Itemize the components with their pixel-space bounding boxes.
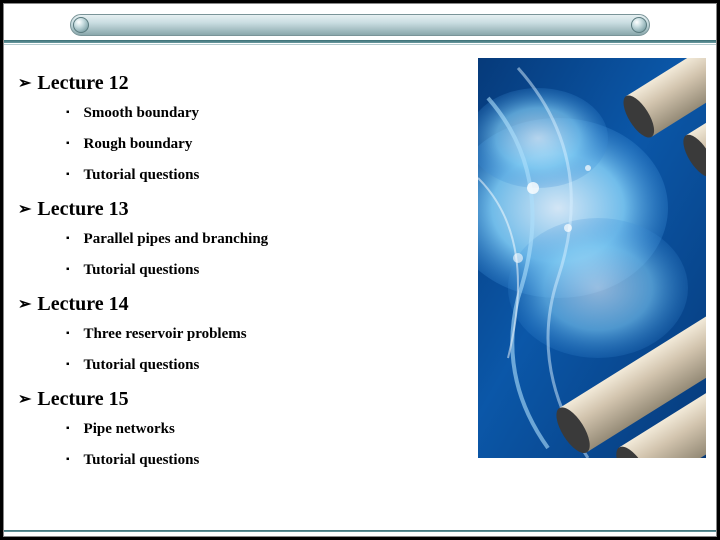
list-item: ▪ Tutorial questions	[66, 357, 702, 374]
slide-frame: ➢ Lecture 12 ▪ Smooth boundary ▪ Rough boun…	[3, 3, 717, 537]
list-item: ▪ Tutorial questions	[66, 452, 702, 469]
item-text: Tutorial questions	[84, 262, 200, 278]
header-capsule	[70, 14, 650, 36]
square-bullet-icon: ▪	[66, 233, 70, 244]
lecture-items: ▪ Three reservoir problems ▪ Tutorial ques…	[66, 326, 702, 374]
square-bullet-icon: ▪	[66, 359, 70, 370]
item-text: Three reservoir problems	[84, 326, 247, 342]
content-area: ➢ Lecture 12 ▪ Smooth boundary ▪ Rough boun…	[18, 66, 702, 526]
chevron-right-icon: ➢	[18, 294, 31, 314]
footer-rule	[4, 530, 716, 532]
square-bullet-icon: ▪	[66, 169, 70, 180]
chevron-right-icon: ➢	[18, 389, 31, 409]
slide-header	[4, 4, 716, 54]
square-bullet-icon: ▪	[66, 138, 70, 149]
lecture-title: Lecture 12	[37, 72, 128, 94]
list-item: ▪ Pipe networks	[66, 421, 702, 438]
item-text: Rough boundary	[84, 136, 193, 152]
list-item: ▪ Tutorial questions	[66, 167, 702, 184]
lecture-heading: ➢ Lecture 13	[18, 198, 702, 221]
list-item: ▪ Parallel pipes and branching	[66, 231, 702, 248]
lecture-title: Lecture 14	[37, 293, 128, 315]
lecture-heading: ➢ Lecture 15	[18, 388, 702, 411]
header-rule	[4, 40, 716, 43]
item-text: Tutorial questions	[84, 452, 200, 468]
list-item: ▪ Rough boundary	[66, 136, 702, 153]
capsule-dot-right	[631, 17, 647, 33]
item-text: Tutorial questions	[84, 167, 200, 183]
item-text: Tutorial questions	[84, 357, 200, 373]
square-bullet-icon: ▪	[66, 107, 70, 118]
item-text: Pipe networks	[84, 421, 175, 437]
capsule-dot-left	[73, 17, 89, 33]
chevron-right-icon: ➢	[18, 73, 31, 93]
chevron-right-icon: ➢	[18, 199, 31, 219]
lecture-heading: ➢ Lecture 12	[18, 72, 702, 95]
lecture-items: ▪ Smooth boundary ▪ Rough boundary ▪ Tutori…	[66, 105, 702, 184]
lecture-title: Lecture 15	[37, 388, 128, 410]
item-text: Parallel pipes and branching	[84, 231, 269, 247]
square-bullet-icon: ▪	[66, 423, 70, 434]
list-item: ▪ Tutorial questions	[66, 262, 702, 279]
lecture-items: ▪ Parallel pipes and branching ▪ Tutorial …	[66, 231, 702, 279]
list-item: ▪ Smooth boundary	[66, 105, 702, 122]
square-bullet-icon: ▪	[66, 454, 70, 465]
item-text: Smooth boundary	[84, 105, 199, 121]
lecture-items: ▪ Pipe networks ▪ Tutorial questions	[66, 421, 702, 469]
lecture-title: Lecture 13	[37, 198, 128, 220]
square-bullet-icon: ▪	[66, 328, 70, 339]
header-rule-thin	[4, 44, 716, 45]
list-item: ▪ Three reservoir problems	[66, 326, 702, 343]
lecture-heading: ➢ Lecture 14	[18, 293, 702, 316]
square-bullet-icon: ▪	[66, 264, 70, 275]
